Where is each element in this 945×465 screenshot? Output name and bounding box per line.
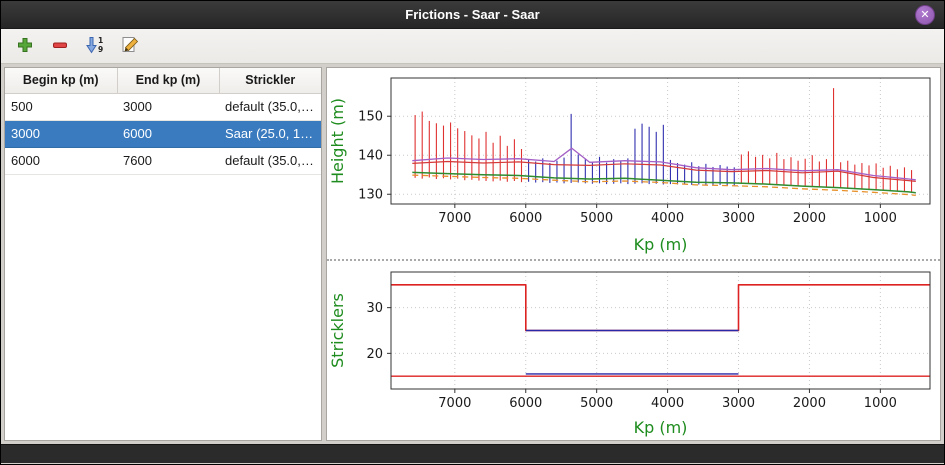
table-row[interactable]: 500 3000 default (35.0, … bbox=[5, 93, 321, 121]
svg-text:5000: 5000 bbox=[580, 396, 613, 411]
table-cell[interactable]: default (35.0, … bbox=[219, 93, 321, 121]
y-axis-label: Height (m) bbox=[328, 98, 347, 184]
series-purple-line bbox=[412, 147, 916, 181]
svg-text:7000: 7000 bbox=[438, 396, 471, 411]
svg-text:4000: 4000 bbox=[651, 211, 684, 226]
table-cell[interactable]: 3000 bbox=[117, 93, 219, 121]
edit-icon bbox=[121, 35, 140, 57]
svg-text:140: 140 bbox=[358, 149, 383, 164]
toolbar: 1 9 bbox=[1, 29, 944, 64]
tick-marks bbox=[387, 307, 881, 393]
table-cell[interactable]: 6000 bbox=[117, 120, 219, 148]
window-title: Frictions - Saar - Saar bbox=[405, 7, 540, 22]
svg-text:3000: 3000 bbox=[722, 211, 755, 226]
table-cell[interactable]: 3000 bbox=[5, 120, 117, 148]
charts-panel: 7000 6000 5000 4000 3000 2000 1000 130 140 150 Kp … bbox=[326, 67, 941, 441]
minus-icon bbox=[51, 36, 69, 57]
frictions-table-panel: Begin kp (m) End kp (m) Strickler 500 300… bbox=[4, 67, 322, 441]
svg-text:9: 9 bbox=[98, 45, 103, 54]
titlebar[interactable]: Frictions - Saar - Saar ✕ bbox=[1, 1, 944, 29]
splitter-handle[interactable] bbox=[327, 256, 940, 264]
svg-text:130: 130 bbox=[358, 188, 383, 203]
tick-labels: 7000 6000 5000 4000 3000 2000 1000 20 30 bbox=[366, 301, 896, 411]
svg-text:2000: 2000 bbox=[793, 396, 826, 411]
series-red-line bbox=[412, 160, 916, 182]
svg-text:20: 20 bbox=[366, 347, 383, 362]
column-header-strickler[interactable]: Strickler bbox=[218, 68, 321, 94]
tick-marks bbox=[387, 115, 881, 208]
y-axis-label: Stricklers bbox=[328, 293, 347, 368]
x-axis-label: Kp (m) bbox=[634, 235, 688, 254]
statusbar bbox=[1, 444, 944, 463]
sort-button[interactable]: 1 9 bbox=[81, 32, 109, 60]
tick-labels: 7000 6000 5000 4000 3000 2000 1000 130 140 150 bbox=[358, 110, 897, 226]
remove-button[interactable] bbox=[46, 32, 74, 60]
svg-text:150: 150 bbox=[358, 110, 383, 125]
table-row[interactable]: 6000 7600 default (35.0, … bbox=[5, 147, 321, 175]
svg-text:2000: 2000 bbox=[793, 211, 826, 226]
height-chart[interactable]: 7000 6000 5000 4000 3000 2000 1000 130 140 150 Kp … bbox=[327, 68, 940, 256]
column-header-end-kp[interactable]: End kp (m) bbox=[116, 68, 220, 94]
table-cell[interactable]: Saar (25.0, 15.0) bbox=[219, 120, 321, 148]
svg-text:1: 1 bbox=[98, 36, 103, 45]
frictions-table-body: 500 3000 default (35.0, … 3000 6000 Saar (25.… bbox=[5, 93, 321, 175]
x-axis-label: Kp (m) bbox=[634, 418, 688, 437]
splitter-dots bbox=[327, 259, 940, 261]
edit-button[interactable] bbox=[116, 32, 144, 60]
sort-numeric-icon: 1 9 bbox=[85, 35, 105, 58]
svg-text:1000: 1000 bbox=[864, 211, 897, 226]
svg-text:6000: 6000 bbox=[509, 396, 542, 411]
table-header-row: Begin kp (m) End kp (m) Strickler bbox=[5, 68, 321, 94]
svg-text:3000: 3000 bbox=[722, 396, 755, 411]
add-button[interactable] bbox=[11, 32, 39, 60]
table-cell[interactable]: 6000 bbox=[5, 147, 117, 175]
svg-text:30: 30 bbox=[366, 301, 383, 316]
svg-text:5000: 5000 bbox=[580, 211, 613, 226]
column-header-begin-kp[interactable]: Begin kp (m) bbox=[5, 68, 118, 94]
axes-frame bbox=[390, 77, 931, 205]
cross-sections-saar-reach bbox=[528, 113, 735, 186]
axes-frame bbox=[390, 271, 931, 390]
series-green-line bbox=[412, 171, 916, 194]
plus-icon bbox=[16, 36, 34, 57]
table-cell[interactable]: default (35.0, … bbox=[219, 147, 321, 175]
frictions-table: Begin kp (m) End kp (m) Strickler 500 300… bbox=[5, 68, 321, 175]
table-row[interactable]: 3000 6000 Saar (25.0, 15.0) bbox=[5, 120, 321, 148]
main-content: Begin kp (m) End kp (m) Strickler 500 300… bbox=[1, 64, 944, 444]
series-orange-dashed-line bbox=[412, 174, 916, 197]
close-button[interactable]: ✕ bbox=[915, 5, 935, 25]
close-icon: ✕ bbox=[920, 8, 930, 21]
svg-text:1000: 1000 bbox=[864, 396, 897, 411]
cross-sections-upstream-default bbox=[414, 111, 523, 183]
table-cell[interactable]: 7600 bbox=[117, 147, 219, 175]
svg-text:6000: 6000 bbox=[509, 211, 542, 226]
table-cell[interactable]: 500 bbox=[5, 93, 117, 121]
svg-text:4000: 4000 bbox=[651, 396, 684, 411]
svg-text:7000: 7000 bbox=[438, 211, 471, 226]
stricklers-chart[interactable]: 7000 6000 5000 4000 3000 2000 1000 20 30 Kp (m) St… bbox=[327, 264, 940, 439]
